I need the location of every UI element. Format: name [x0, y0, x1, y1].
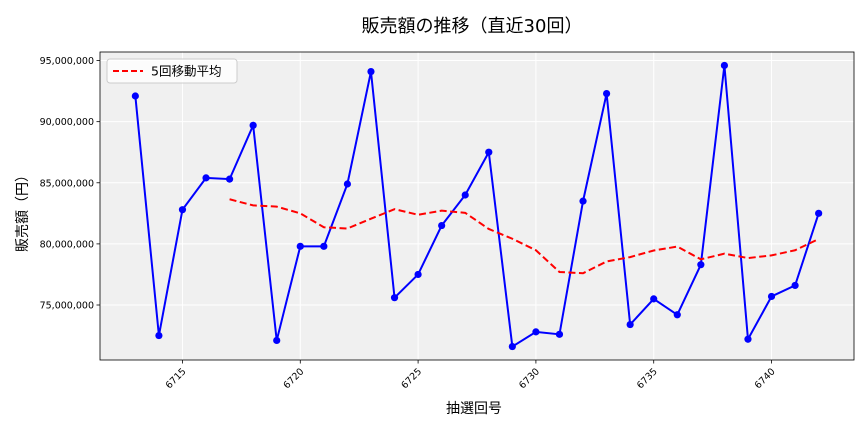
x-tick-label-5: 6740	[753, 366, 778, 391]
data-point-6715	[178, 206, 187, 214]
data-point-6731	[555, 330, 564, 338]
legend: 5回移動平均	[106, 58, 238, 84]
data-point-6729	[508, 342, 516, 351]
y-tick-label-2: 85,000,000	[40, 178, 94, 189]
data-point-6741	[791, 281, 799, 290]
data-point-6736	[673, 311, 681, 319]
data-point-6739	[744, 335, 752, 343]
series-layer	[131, 61, 823, 351]
data-point-6730	[532, 328, 540, 336]
data-point-6742	[815, 209, 823, 217]
data-point-6724	[390, 294, 399, 302]
x-tick-label-0: 6715	[164, 366, 189, 391]
data-point-6738	[720, 61, 729, 70]
sales-line	[134, 65, 820, 349]
data-point-6717	[225, 175, 234, 183]
data-point-6713	[131, 92, 139, 100]
legend-box	[106, 58, 238, 84]
x-tick-label-1: 6720	[282, 366, 307, 391]
x-tick-label-4: 6735	[635, 366, 660, 391]
y-tick-label-1: 80,000,000	[40, 239, 94, 250]
x-tick-label-2: 6725	[399, 366, 424, 391]
data-point-6740	[767, 292, 776, 301]
data-point-6720	[296, 242, 304, 250]
chart-title: 販売額の推移（直近30回）	[362, 16, 583, 37]
data-point-6727	[461, 191, 469, 199]
data-point-6728	[485, 148, 493, 156]
data-point-6725	[414, 270, 422, 279]
y-axis-label: 販売額（円）	[15, 168, 31, 252]
plot-area	[100, 52, 854, 360]
y-tick-label-4: 95,000,000	[40, 56, 94, 67]
data-point-6719	[273, 336, 281, 345]
data-point-6723	[367, 67, 375, 76]
data-point-6737	[697, 261, 705, 269]
data-point-6734	[626, 320, 634, 329]
data-point-6735	[650, 295, 658, 303]
data-point-6714	[155, 331, 163, 340]
plot-frame	[99, 51, 855, 361]
data-point-6722	[343, 180, 352, 188]
y-tick-label-0: 75,000,000	[40, 301, 94, 312]
axes	[99, 51, 855, 361]
data-point-6716	[202, 174, 210, 182]
data-point-6733	[602, 89, 611, 98]
moving-average-line	[229, 198, 820, 275]
data-point-6732	[579, 197, 587, 205]
y-tick-label-3: 90,000,000	[40, 117, 94, 128]
legend-label-moving-average: 5回移動平均	[151, 64, 221, 79]
data-point-6726	[438, 221, 446, 230]
data-point-6718	[249, 121, 257, 129]
x-axis-label: 抽選回号	[446, 401, 502, 417]
data-point-6721	[320, 242, 328, 250]
x-tick-label-3: 6730	[517, 366, 542, 391]
